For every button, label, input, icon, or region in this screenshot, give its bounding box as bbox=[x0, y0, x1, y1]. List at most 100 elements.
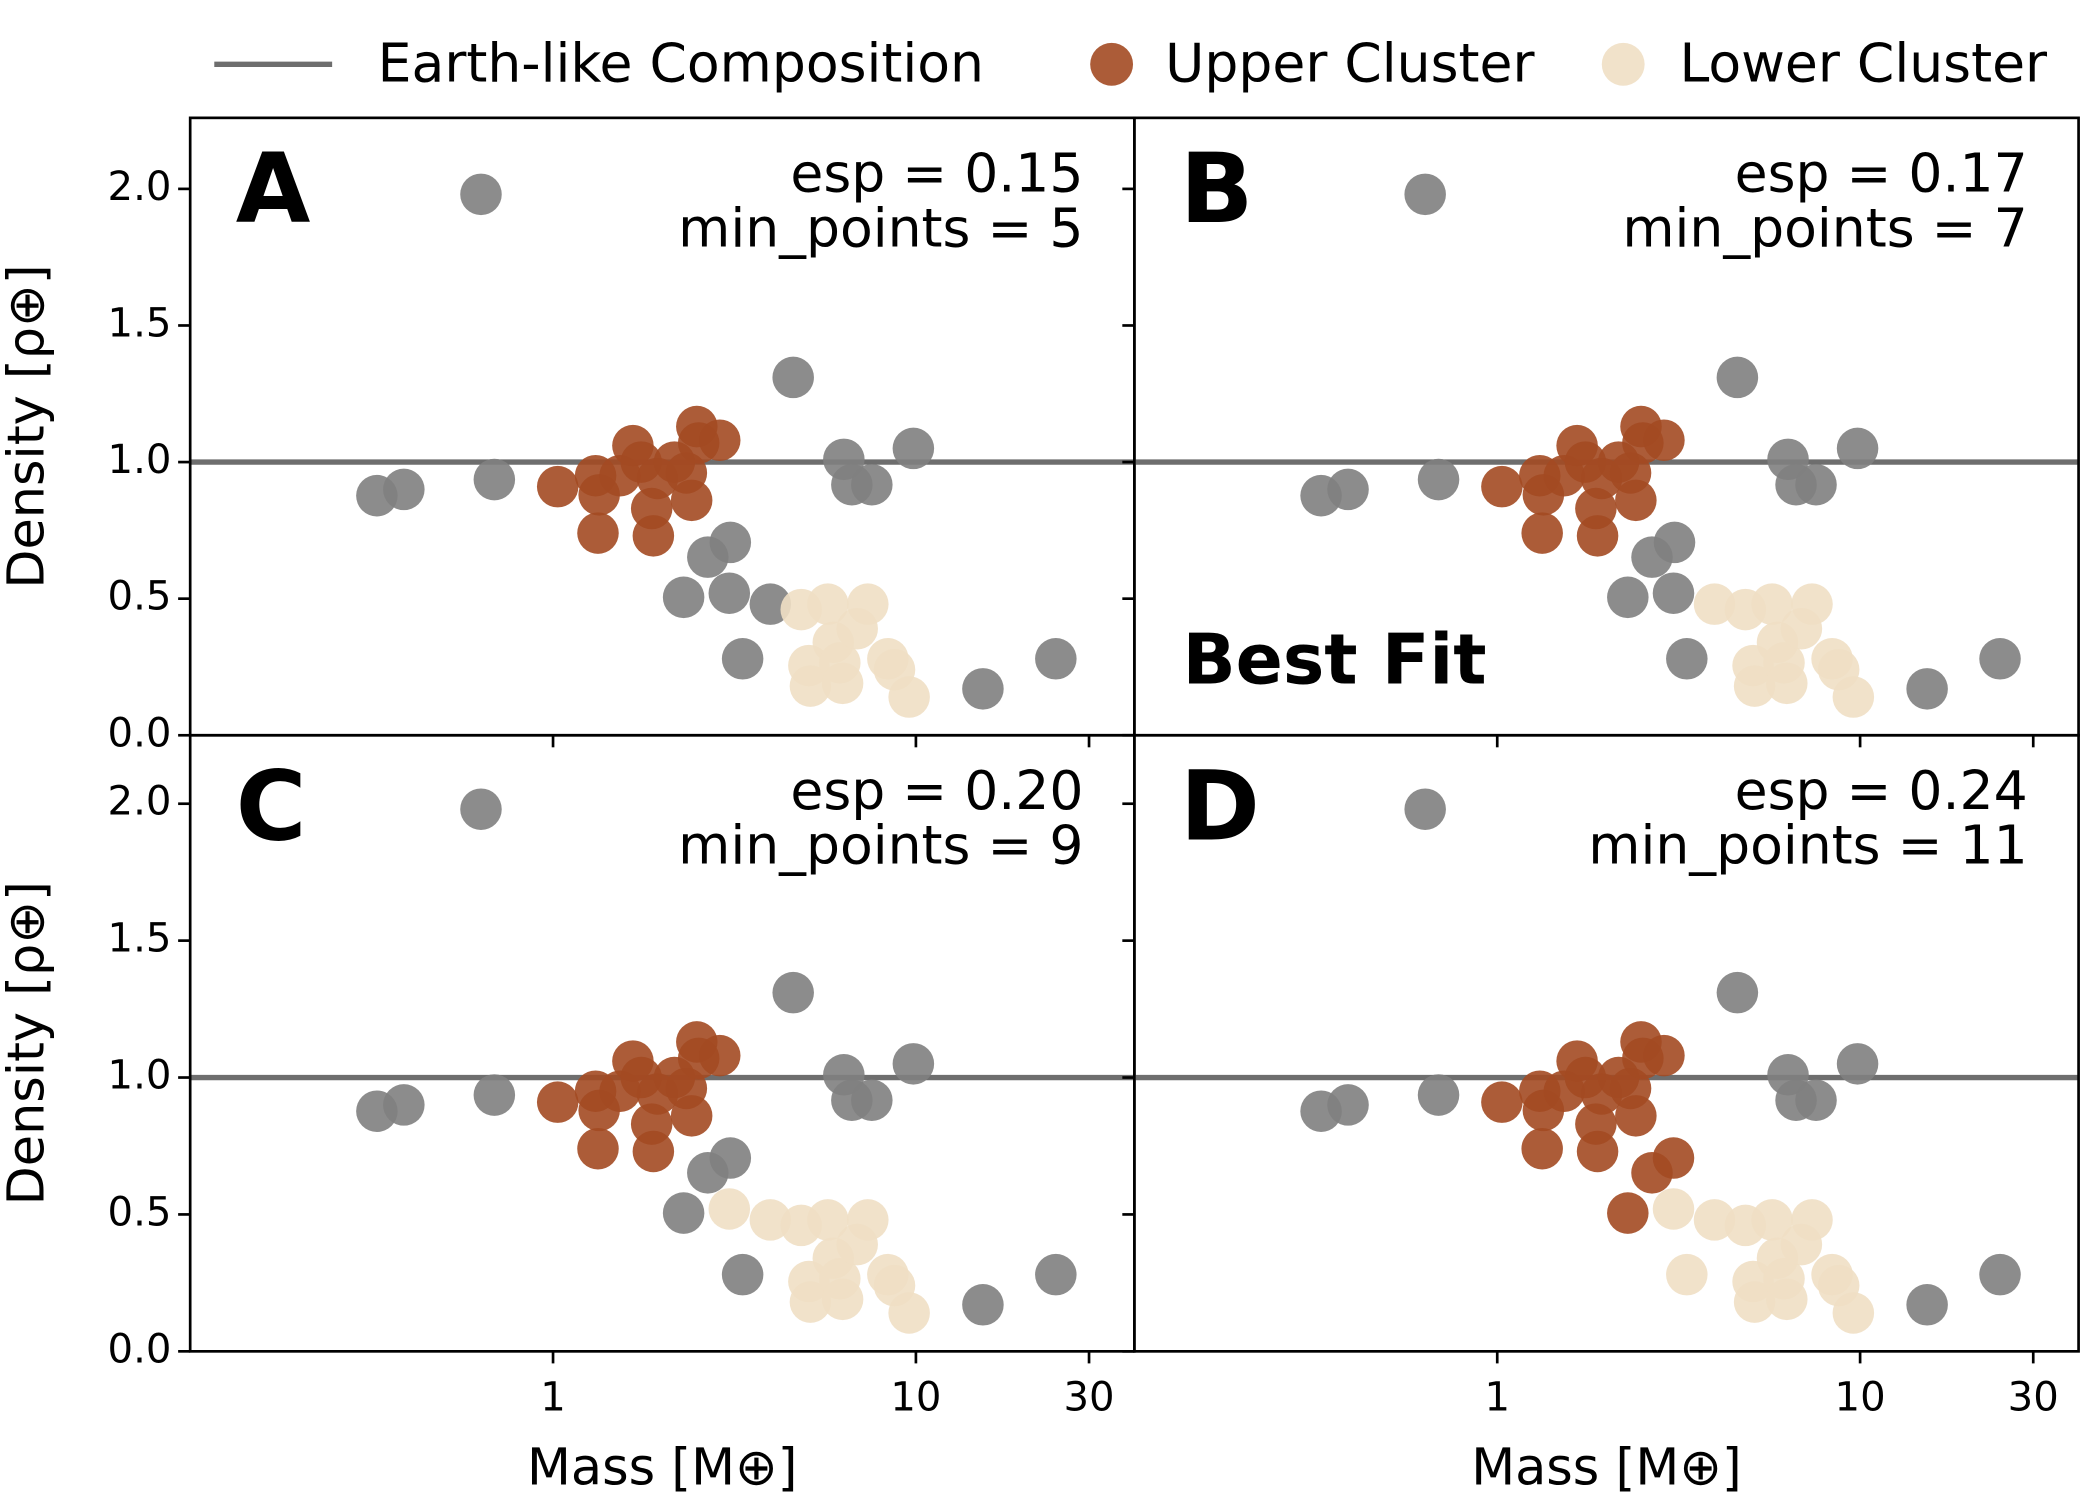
point bbox=[749, 583, 792, 625]
y-tick-label: 1.0 bbox=[108, 1053, 172, 1099]
point bbox=[1327, 1084, 1369, 1126]
point bbox=[789, 665, 832, 707]
point bbox=[1576, 1130, 1619, 1173]
point bbox=[1417, 458, 1460, 501]
y-tick-label: 1.0 bbox=[108, 437, 172, 483]
point bbox=[662, 1192, 705, 1234]
y-tick-label: 2.0 bbox=[108, 164, 172, 210]
point bbox=[962, 1284, 1004, 1326]
y-tick-label: 0.0 bbox=[108, 1326, 172, 1372]
point bbox=[821, 1278, 864, 1321]
point bbox=[1643, 1034, 1685, 1077]
point bbox=[698, 1034, 741, 1077]
annotation: esp = 0.24 bbox=[1735, 759, 2028, 822]
point bbox=[1751, 583, 1793, 625]
point bbox=[473, 458, 516, 501]
point bbox=[789, 1281, 832, 1323]
point bbox=[577, 1127, 619, 1170]
annotation: min_points = 5 bbox=[678, 196, 1083, 259]
annotation: min_points = 11 bbox=[1588, 814, 2027, 877]
point bbox=[1751, 1199, 1793, 1241]
point bbox=[851, 463, 893, 506]
point bbox=[708, 572, 751, 614]
point bbox=[1615, 1095, 1657, 1137]
point bbox=[1836, 1043, 1879, 1085]
point bbox=[888, 676, 930, 718]
point bbox=[1693, 1199, 1736, 1241]
point bbox=[1766, 662, 1808, 705]
y-tick-label: 1.5 bbox=[108, 300, 172, 346]
y-tick-label: 0.0 bbox=[108, 710, 172, 756]
legend-label: Upper Cluster bbox=[1165, 32, 1535, 95]
point bbox=[749, 1199, 792, 1241]
point bbox=[662, 576, 705, 619]
point bbox=[1607, 1192, 1649, 1234]
point bbox=[962, 668, 1004, 710]
point bbox=[892, 1043, 935, 1085]
point bbox=[708, 1188, 751, 1230]
note: Best Fit bbox=[1183, 619, 1487, 700]
point bbox=[1666, 1253, 1708, 1296]
point bbox=[1327, 468, 1369, 511]
panel-letter: B bbox=[1180, 133, 1253, 245]
annotation: esp = 0.15 bbox=[790, 141, 1083, 204]
point bbox=[709, 521, 752, 564]
x-tick-label: 10 bbox=[890, 1375, 941, 1421]
point bbox=[1693, 583, 1736, 625]
point bbox=[577, 512, 619, 554]
point bbox=[698, 419, 741, 461]
point bbox=[383, 468, 425, 511]
y-tick-label: 0.5 bbox=[108, 1189, 172, 1235]
point bbox=[1652, 1137, 1695, 1179]
point bbox=[1643, 419, 1685, 461]
point bbox=[1652, 1188, 1695, 1230]
point bbox=[1417, 1074, 1460, 1116]
point bbox=[772, 356, 814, 399]
point bbox=[807, 1199, 849, 1241]
point bbox=[1521, 512, 1563, 554]
point bbox=[1666, 638, 1708, 680]
y-axis-label: Density [ρ⊕] bbox=[0, 264, 56, 588]
point bbox=[888, 1292, 930, 1334]
point bbox=[670, 479, 713, 522]
point bbox=[836, 607, 878, 650]
point bbox=[1035, 1253, 1077, 1296]
point bbox=[1521, 1127, 1563, 1170]
panel-letter: C bbox=[236, 750, 307, 862]
point bbox=[632, 515, 675, 557]
point bbox=[460, 788, 502, 830]
annotation: min_points = 7 bbox=[1622, 196, 2027, 259]
point bbox=[721, 638, 764, 680]
x-tick-label: 30 bbox=[2008, 1375, 2059, 1421]
legend-label: Lower Cluster bbox=[1679, 32, 2048, 95]
point bbox=[1780, 1223, 1823, 1266]
point bbox=[1716, 971, 1759, 1014]
point bbox=[1832, 1292, 1875, 1334]
point bbox=[1766, 1278, 1808, 1321]
point bbox=[1795, 463, 1837, 506]
point bbox=[772, 971, 814, 1014]
point bbox=[383, 1084, 425, 1126]
legend-swatch bbox=[1601, 42, 1645, 86]
point bbox=[460, 173, 502, 216]
panel-frame bbox=[1133, 733, 2080, 1353]
point bbox=[721, 1253, 764, 1296]
point bbox=[1035, 638, 1077, 680]
point bbox=[807, 583, 849, 625]
y-tick-label: 1.5 bbox=[108, 916, 172, 962]
panel-letter: D bbox=[1180, 750, 1260, 862]
x-tick-label: 30 bbox=[1063, 1375, 1114, 1421]
point bbox=[1979, 638, 2021, 680]
legend-swatch bbox=[1090, 42, 1134, 86]
point bbox=[709, 1137, 752, 1179]
x-tick-label: 1 bbox=[540, 1375, 566, 1421]
point bbox=[670, 1095, 713, 1137]
point bbox=[1607, 576, 1649, 619]
point bbox=[821, 662, 864, 705]
point bbox=[851, 1079, 893, 1122]
point bbox=[1481, 465, 1523, 508]
legend-label: Earth-like Composition bbox=[378, 32, 984, 95]
point bbox=[1653, 521, 1696, 564]
